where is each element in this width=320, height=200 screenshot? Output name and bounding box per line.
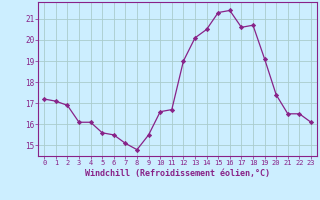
X-axis label: Windchill (Refroidissement éolien,°C): Windchill (Refroidissement éolien,°C) (85, 169, 270, 178)
